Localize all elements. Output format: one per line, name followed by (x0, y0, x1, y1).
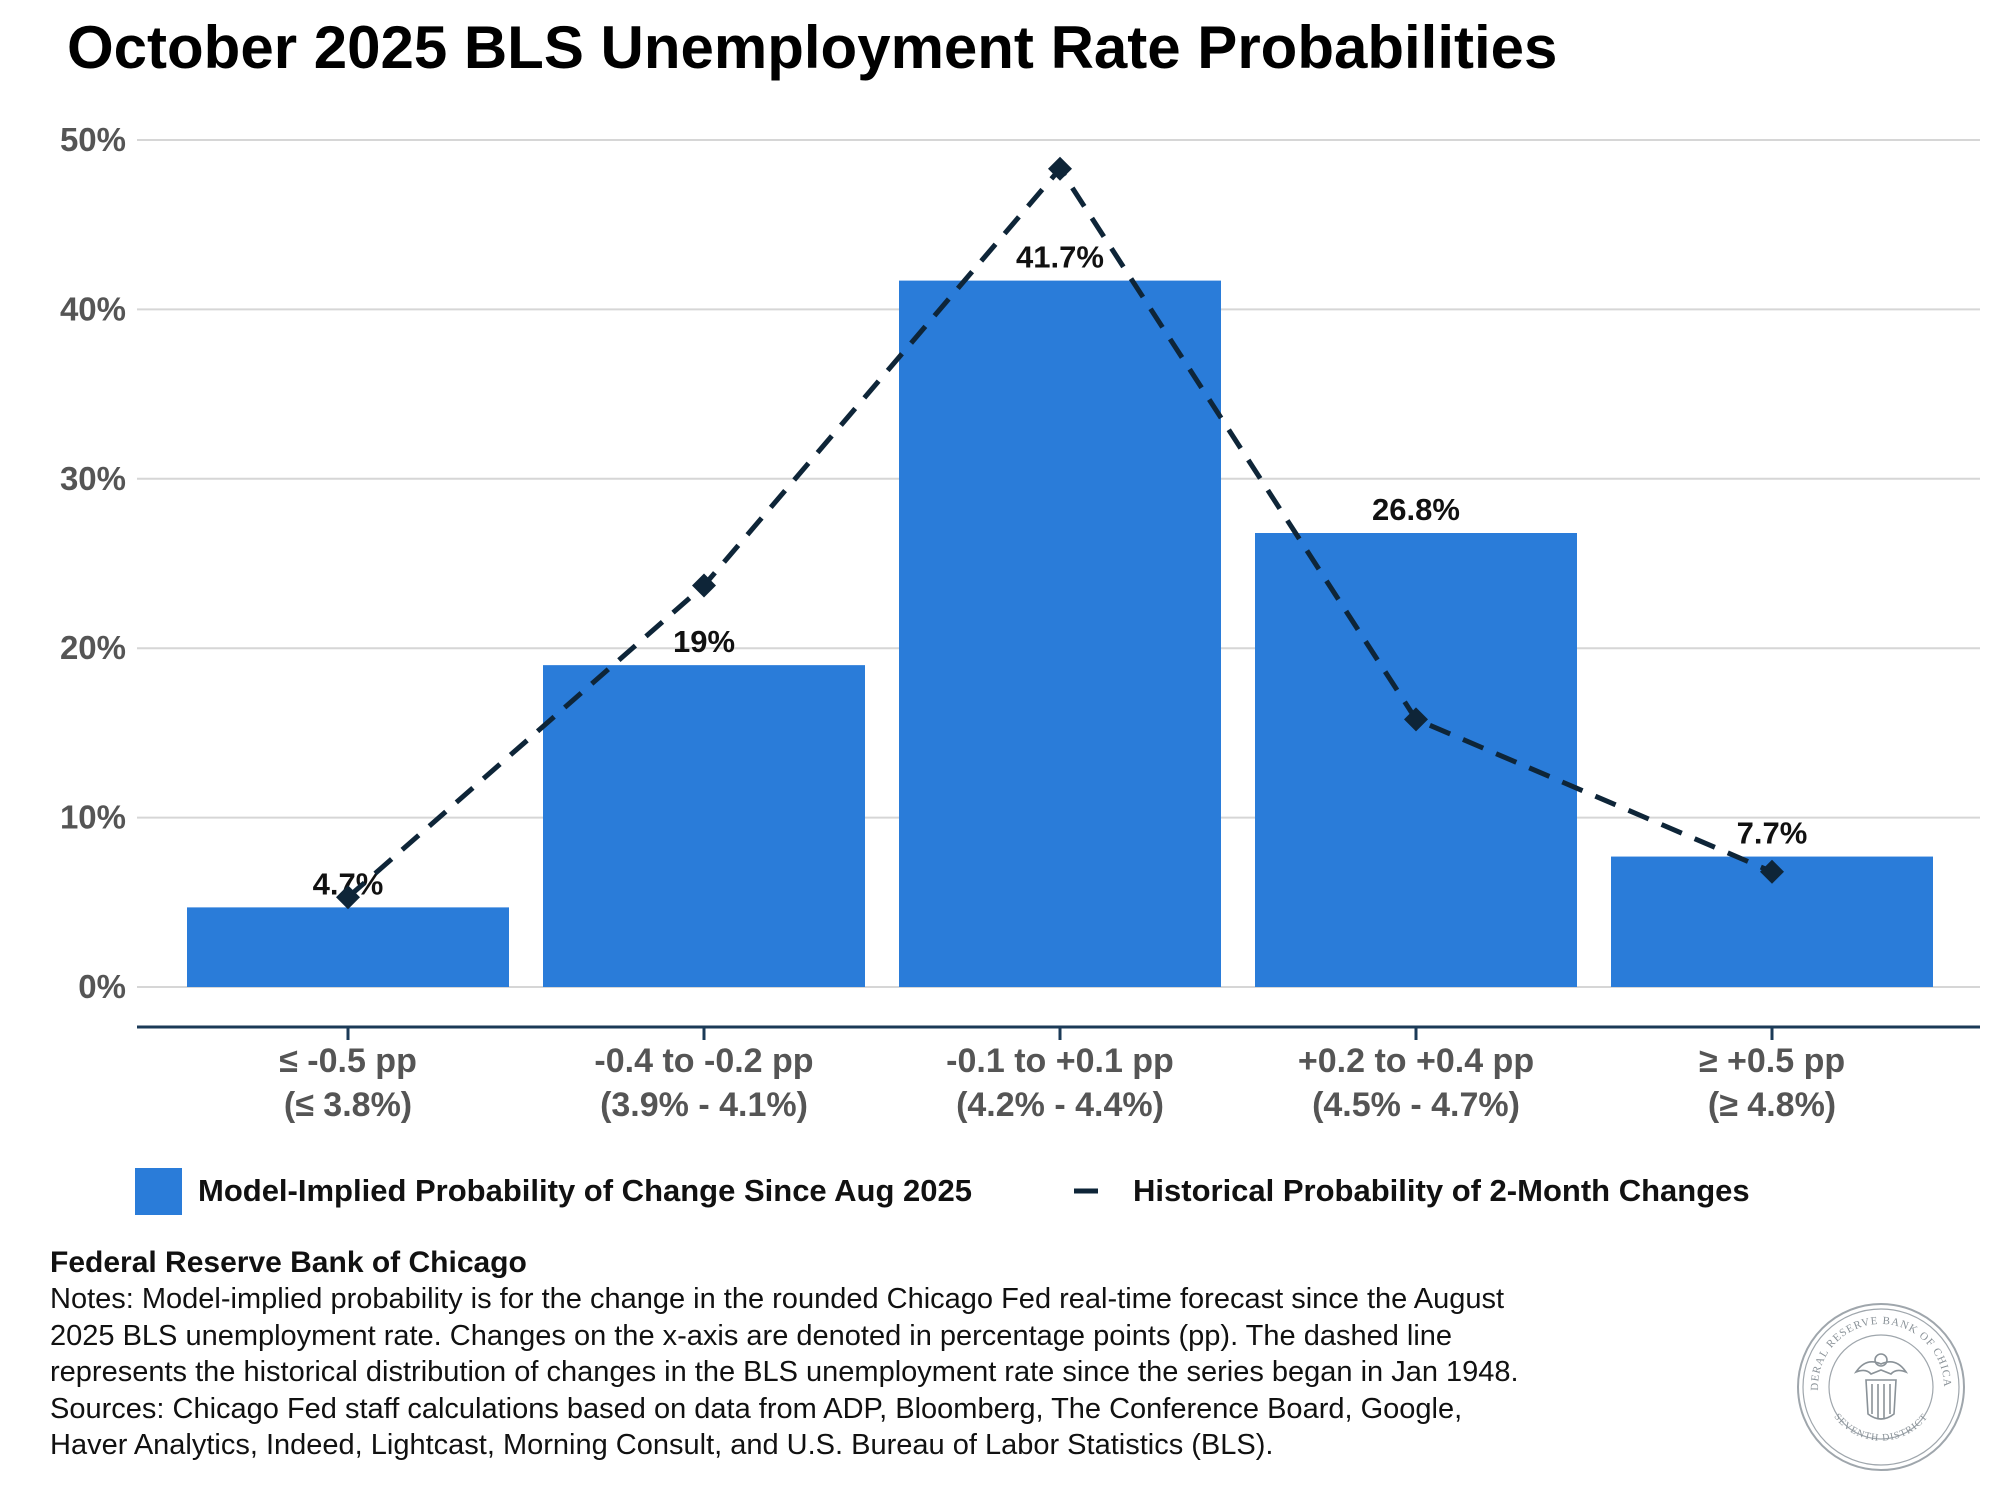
y-axis-ticks: 0% 10% 20% 30% 40% 50% (60, 121, 126, 1005)
source-org: Federal Reserve Bank of Chicago (50, 1246, 527, 1279)
legend-label-line: Historical Probability of 2-Month Change… (1133, 1173, 1750, 1208)
bar-value-label: 7.7% (1737, 816, 1808, 851)
y-tick-label: 40% (60, 290, 126, 327)
x-tick-label: (≤ 3.8%) (284, 1086, 412, 1124)
bars (187, 280, 1933, 987)
y-tick-label: 50% (60, 121, 126, 158)
bar (187, 907, 509, 987)
note-line: Notes: Model-implied probability is for … (50, 1283, 1505, 1315)
x-tick-label: -0.1 to +0.1 pp (946, 1042, 1174, 1080)
bar-labels: 4.7%19%41.7%26.8%7.7% (313, 240, 1808, 902)
historical-point-marker (1048, 156, 1072, 181)
bar (899, 280, 1221, 987)
svg-text:SEVENTH DISTRICT: SEVENTH DISTRICT (1832, 1412, 1931, 1444)
historical-point-marker (692, 573, 716, 598)
x-tick-label: (≥ 4.8%) (1708, 1086, 1836, 1124)
source-notes: Federal Reserve Bank of Chicago Notes: M… (50, 1245, 1770, 1464)
legend-swatch-bars (135, 1168, 182, 1215)
historical-point-marker (336, 885, 360, 910)
y-tick-label: 0% (78, 968, 126, 1005)
historical-point-marker (1760, 859, 1784, 884)
legend: Model-Implied Probability of Change Sinc… (135, 1168, 1750, 1215)
y-tick-label: 10% (60, 799, 126, 836)
x-axis-ticks: ≤ -0.5 pp (≤ 3.8%) -0.4 to -0.2 pp (3.9% - … (279, 1027, 1845, 1124)
notes: Notes: Model-implied probability is for … (50, 1281, 1770, 1464)
y-tick-label: 20% (60, 629, 126, 666)
bar-value-label: 19% (673, 624, 735, 659)
x-tick-label: +0.2 to +0.4 pp (1298, 1042, 1534, 1080)
x-tick-label: ≥ +0.5 pp (1699, 1042, 1845, 1080)
chart-title: October 2025 BLS Unemployment Rate Proba… (67, 14, 1557, 81)
historical-line (336, 156, 1784, 910)
x-tick-label: (4.2% - 4.4%) (956, 1086, 1164, 1124)
x-tick-label: (3.9% - 4.1%) (600, 1086, 808, 1124)
note-line: 2025 BLS unemployment rate. Changes on t… (50, 1319, 1453, 1352)
bar-value-label: 26.8% (1372, 492, 1460, 527)
bar (1255, 533, 1577, 987)
x-tick-label: (4.5% - 4.7%) (1312, 1086, 1520, 1124)
historical-point-marker (1404, 707, 1428, 732)
eagle-icon (1853, 1353, 1909, 1420)
legend-label-bars: Model-Implied Probability of Change Sinc… (198, 1173, 972, 1208)
bar-value-label: 41.7% (1016, 240, 1104, 275)
x-tick-label: ≤ -0.5 pp (279, 1042, 417, 1080)
note-line: Sources: Chicago Fed staff calculations … (50, 1392, 1463, 1425)
note-line: represents the historical distribution o… (50, 1356, 1519, 1388)
fed-seal-logo: FEDERAL RESERVE BANK OF CHICAGO SEVENTH … (1796, 1302, 1965, 1471)
bar (543, 665, 865, 987)
svg-text:FEDERAL RESERVE BANK OF CHICAG: FEDERAL RESERVE BANK OF CHICAGO (1796, 1302, 1953, 1391)
x-tick-label: -0.4 to -0.2 pp (594, 1042, 813, 1080)
y-tick-label: 30% (60, 460, 126, 497)
note-line: Haver Analytics, Indeed, Lightcast, Morn… (50, 1429, 1274, 1461)
